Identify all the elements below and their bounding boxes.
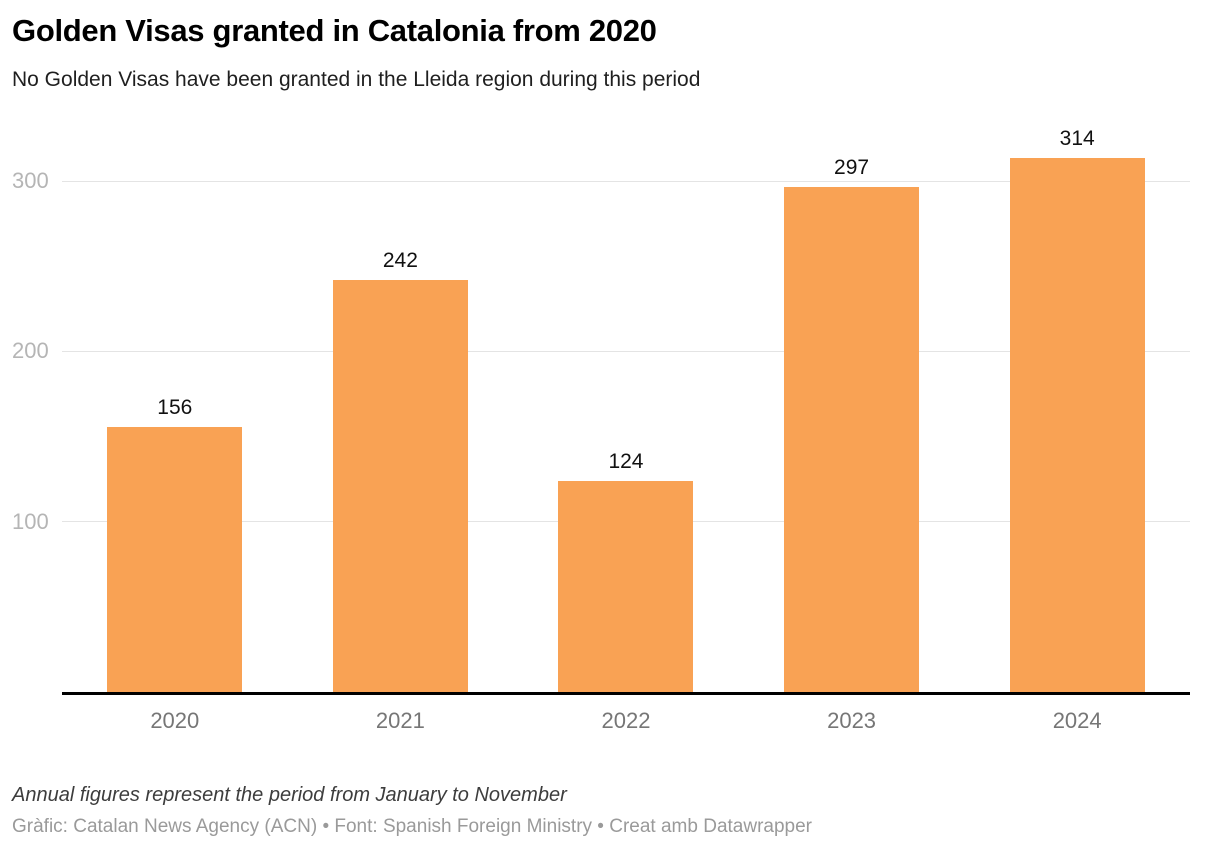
- bar-value-label: 314: [1059, 126, 1095, 150]
- chart-subtitle: No Golden Visas have been granted in the…: [12, 68, 701, 92]
- y-axis-tick-label: 300: [12, 168, 49, 194]
- plot-area: 100 200 300 156 242 124 297 314: [12, 125, 1190, 696]
- attribution-line: Gràfic: Catalan News Agency (ACN) • Font…: [12, 816, 812, 838]
- bar-column: 314: [964, 125, 1190, 693]
- bars-container: 156 242 124 297 314: [62, 125, 1190, 693]
- bar-column: 156: [62, 125, 288, 693]
- x-axis-tick-label: 2021: [375, 708, 425, 734]
- x-axis-tick-label: 2020: [150, 708, 200, 734]
- footnote: Annual figures represent the period from…: [12, 784, 567, 807]
- x-axis-tick-label: 2023: [827, 708, 877, 734]
- x-axis-tick-label: 2022: [601, 708, 651, 734]
- bar: [558, 481, 694, 693]
- bar-value-label: 124: [608, 450, 644, 474]
- chart-title: Golden Visas granted in Catalonia from 2…: [12, 13, 657, 48]
- y-axis-tick-label: 100: [12, 508, 49, 534]
- x-axis-tick-label: 2024: [1052, 708, 1102, 734]
- bar-column: 124: [513, 125, 739, 693]
- bar-value-label: 242: [382, 249, 418, 273]
- gridline: 300: [12, 168, 1190, 193]
- bar-column: 297: [739, 125, 965, 693]
- x-axis-labels: 2020 2021 2022 2023 2024: [62, 695, 1190, 734]
- bar-column: 242: [288, 125, 514, 693]
- bar-value-label: 297: [834, 155, 870, 179]
- y-axis-tick-label: 200: [12, 338, 49, 364]
- bar: [332, 280, 468, 693]
- bar: [784, 186, 920, 693]
- bar-value-label: 156: [157, 395, 193, 419]
- bar: [107, 426, 243, 693]
- bar: [1009, 157, 1145, 693]
- gridline: 200: [12, 338, 1190, 363]
